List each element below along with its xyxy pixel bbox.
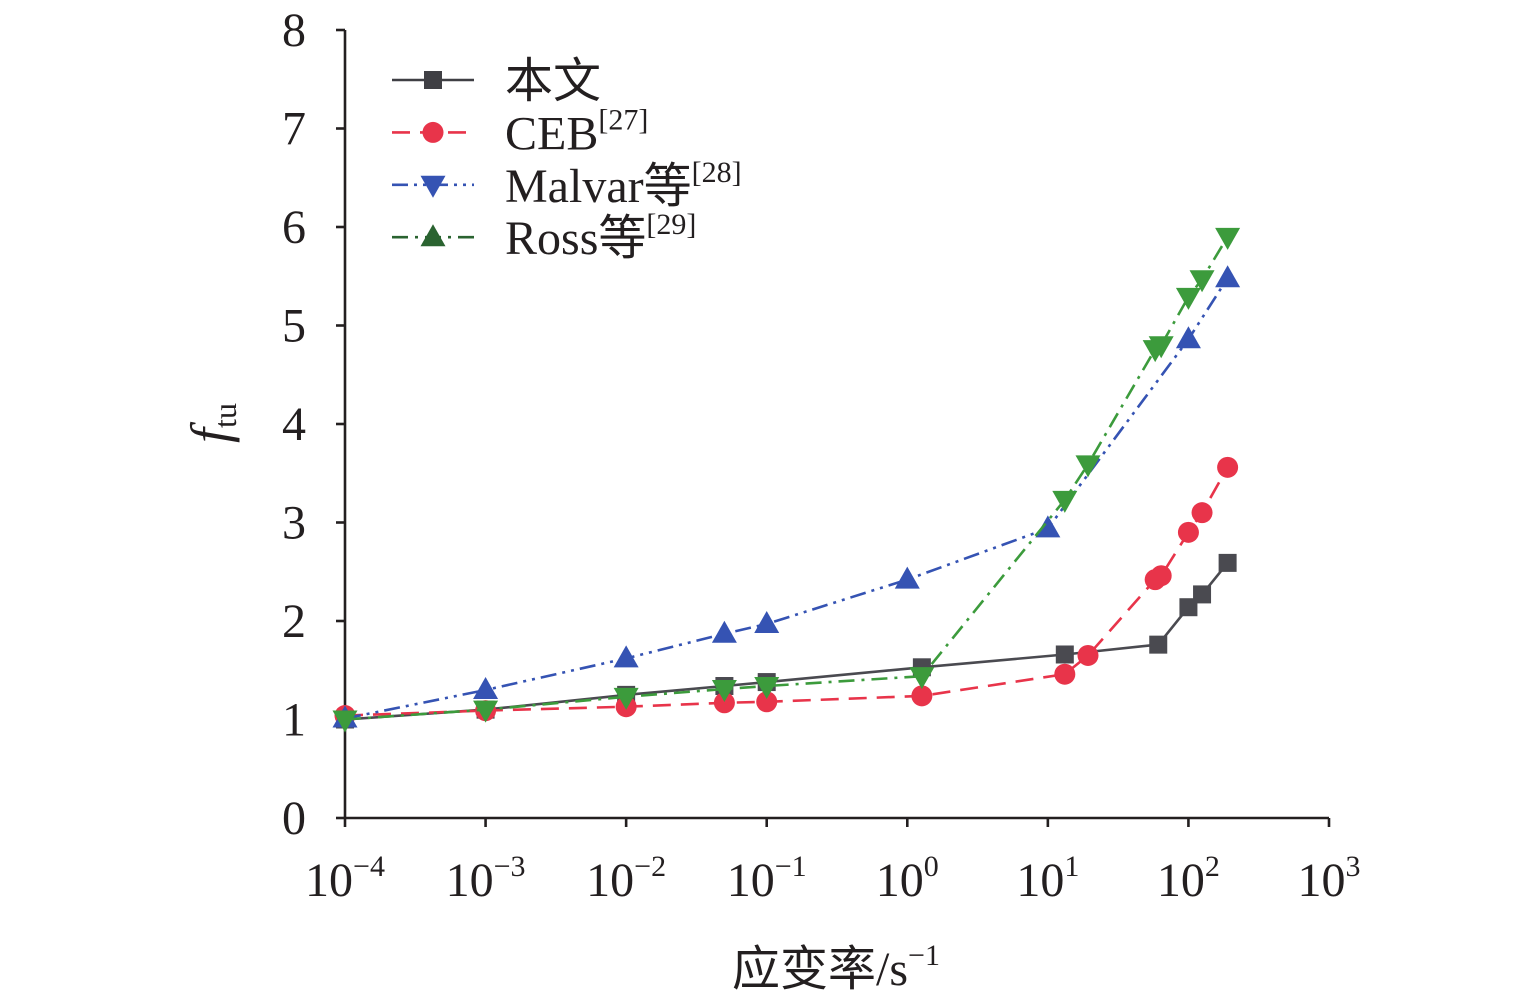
data-point (1077, 644, 1099, 666)
legend-reference: [29] (646, 208, 696, 241)
data-point (1191, 502, 1213, 524)
data-point (473, 700, 499, 723)
x-tick-exponent: 3 (1346, 850, 1361, 883)
legend-series-name: Malvar等 (505, 160, 692, 213)
data-point (754, 610, 780, 633)
data-point (711, 679, 737, 702)
data-point (894, 566, 920, 589)
x-tick-base: 10 (446, 854, 494, 907)
legend-item: Malvar等[28] (392, 156, 742, 213)
x-tick-exponent: 1 (1064, 850, 1079, 883)
x-tick-exponent: 0 (924, 850, 939, 883)
data-point (1193, 585, 1212, 604)
legend-marker (422, 121, 444, 143)
legend-reference: [27] (598, 103, 648, 136)
x-tick-base: 10 (586, 854, 634, 907)
series-line (344, 466, 1229, 717)
data-point (754, 677, 780, 700)
y-tick-label: 0 (282, 792, 306, 845)
data-point (1175, 326, 1201, 349)
x-tick-base: 10 (876, 854, 924, 907)
y-tick-label: 7 (282, 103, 306, 156)
legend-label: Malvar等[28] (505, 156, 742, 213)
data-point (1179, 598, 1198, 617)
legend-label: Ross等[29] (505, 208, 696, 265)
data-point (1177, 521, 1199, 543)
x-tick-base: 10 (1016, 854, 1064, 907)
data-point (1215, 227, 1241, 250)
data-point (613, 687, 639, 710)
y-tick-label: 1 (282, 694, 306, 747)
x-tick-exponent: −1 (775, 850, 807, 883)
data-point (1150, 565, 1172, 587)
legend-series-name: 本文 (505, 55, 601, 108)
x-tick-label: 10−4 (305, 850, 385, 907)
x-tick-label: 100 (876, 850, 939, 907)
x-tick-exponent: 2 (1205, 850, 1220, 883)
y-tick-label: 6 (282, 201, 306, 254)
data-point (1189, 270, 1215, 293)
data-point (1218, 553, 1237, 572)
legend-reference: [28] (692, 156, 742, 189)
x-axis-label: 应变率/s−1 (732, 939, 940, 996)
data-point (1217, 456, 1239, 478)
x-tick-label: 103 (1298, 850, 1361, 907)
x-tick-exponent: −2 (634, 850, 666, 883)
x-tick-base: 10 (1157, 854, 1205, 907)
data-point (1054, 663, 1076, 685)
series-layer (332, 227, 1241, 733)
x-axis-label-main: 应变率/s (732, 943, 908, 996)
x-tick-base: 10 (727, 854, 775, 907)
x-tick-exponent: −3 (494, 850, 526, 883)
x-tick-base: 10 (1298, 854, 1346, 907)
data-point (1175, 287, 1201, 310)
y-tick-label: 2 (282, 595, 306, 648)
data-point (1149, 635, 1168, 654)
data-point (909, 667, 935, 690)
legend-item: 本文 (392, 55, 601, 108)
x-tick-base: 10 (305, 854, 353, 907)
x-tick-label: 101 (1016, 850, 1079, 907)
y-tick-label: 8 (282, 4, 306, 57)
data-point (332, 710, 358, 733)
x-tick-label: 10−2 (586, 850, 666, 907)
data-point (1055, 645, 1074, 664)
data-point (1052, 490, 1078, 513)
legend-marker (420, 175, 446, 198)
x-tick-label: 10−1 (727, 850, 807, 907)
x-tick-label: 10−3 (446, 850, 526, 907)
data-point (1148, 336, 1174, 359)
legend-series-name: Ross等 (505, 212, 646, 265)
y-axis-label-subscript: tu (207, 403, 243, 428)
data-point (1215, 265, 1241, 288)
legend-marker (424, 71, 442, 89)
data-point (613, 645, 639, 668)
series-3 (332, 265, 1241, 728)
data-point (756, 691, 778, 713)
data-point (473, 676, 499, 699)
data-point (911, 685, 933, 707)
x-axis-label-superscript: −1 (908, 939, 940, 972)
legend-label: CEB[27] (505, 103, 648, 160)
data-point (1075, 455, 1101, 478)
legend-marker (420, 224, 446, 247)
legend-series-name: CEB (505, 107, 598, 160)
y-tick-label: 4 (282, 398, 306, 451)
y-tick-label: 3 (282, 497, 306, 550)
x-tick-label: 102 (1157, 850, 1220, 907)
data-point (1035, 515, 1061, 538)
legend-item: CEB[27] (392, 103, 648, 160)
legend-item: Ross等[29] (392, 208, 696, 265)
y-tick-label: 5 (282, 300, 306, 353)
data-point (711, 620, 737, 643)
legend-label: 本文 (505, 55, 601, 108)
x-tick-exponent: −4 (353, 850, 385, 883)
y-axis-label: ftu (180, 403, 243, 443)
series-4 (332, 227, 1241, 733)
data-point (713, 692, 735, 714)
